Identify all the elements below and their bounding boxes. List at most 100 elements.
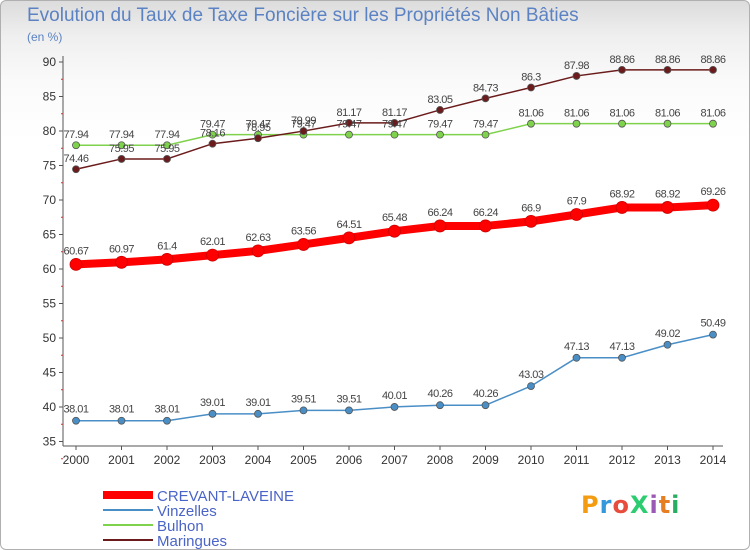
data-point <box>436 401 444 410</box>
data-point <box>72 141 80 150</box>
legend-label: CREVANT-LAVEINE <box>157 488 294 505</box>
data-point <box>342 231 356 245</box>
data-point <box>524 214 538 228</box>
data-label: 77.94 <box>63 129 88 141</box>
data-label: 40.26 <box>473 388 498 400</box>
data-point <box>254 134 262 143</box>
data-label: 64.51 <box>336 219 361 231</box>
x-tick-label: 2010 <box>518 453 545 467</box>
x-tick-label: 2005 <box>290 453 317 467</box>
x-tick-label: 2004 <box>245 453 272 467</box>
data-point <box>251 244 265 258</box>
y-tick-label: 75 <box>43 159 57 173</box>
x-tick-label: 2000 <box>63 453 90 467</box>
data-point <box>163 141 171 150</box>
data-point <box>436 106 444 114</box>
data-point <box>72 165 80 174</box>
data-point <box>570 208 583 221</box>
x-tick-label: 2008 <box>427 453 454 467</box>
proxiti-logo: ProXiti <box>581 491 681 519</box>
data-label: 60.97 <box>109 243 134 255</box>
data-label: 66.9 <box>521 202 541 214</box>
data-label: 79.47 <box>336 119 361 131</box>
data-point <box>618 353 626 362</box>
data-point <box>479 219 492 233</box>
data-label: 38.01 <box>63 404 88 416</box>
data-point <box>299 406 308 415</box>
data-point <box>117 141 126 150</box>
data-label: 88.86 <box>655 54 680 66</box>
x-tick-label: 2006 <box>336 453 363 467</box>
data-label: 79.47 <box>427 119 452 131</box>
data-label: 79.47 <box>382 119 407 131</box>
data-label: 81.06 <box>518 108 543 120</box>
data-point <box>709 65 717 74</box>
data-point <box>254 409 262 418</box>
y-tick-label: 55 <box>43 297 57 311</box>
data-label: 39.01 <box>245 397 270 409</box>
data-point <box>527 382 535 390</box>
data-point <box>618 65 626 74</box>
data-point <box>390 403 399 411</box>
data-point <box>618 119 626 128</box>
data-label: 68.92 <box>609 188 634 200</box>
data-label: 38.01 <box>154 404 179 416</box>
data-label: 81.06 <box>655 108 680 120</box>
data-label: 74.46 <box>63 153 88 165</box>
data-point <box>481 130 490 139</box>
x-tick-label: 2007 <box>381 453 408 467</box>
data-point <box>345 406 353 415</box>
data-label: 49.02 <box>655 328 680 340</box>
y-tick-label: 40 <box>43 400 57 414</box>
data-label: 77.94 <box>109 129 134 141</box>
data-label: 63.56 <box>291 225 316 237</box>
data-label: 79.99 <box>291 115 316 127</box>
data-label: 75.95 <box>109 143 134 155</box>
x-tick-label: 2011 <box>564 453 590 467</box>
data-label: 50.49 <box>700 318 725 330</box>
data-label: 67.9 <box>567 195 587 207</box>
legend-label: Vinzelles <box>157 503 217 520</box>
data-point <box>163 416 171 425</box>
x-tick-label: 2001 <box>108 453 135 467</box>
data-point <box>163 155 171 163</box>
data-label: 66.24 <box>427 207 452 219</box>
data-label: 39.51 <box>336 393 361 405</box>
data-point <box>297 238 310 251</box>
data-label: 84.73 <box>473 82 498 94</box>
data-label: 60.67 <box>63 245 88 257</box>
data-label: 77.94 <box>154 129 179 141</box>
data-label: 81.06 <box>609 108 634 120</box>
data-point <box>345 130 353 139</box>
y-unit-label: (en %) <box>27 30 63 44</box>
data-label: 83.05 <box>427 94 452 106</box>
y-tick-label: 70 <box>43 193 57 207</box>
y-tick-label: 35 <box>43 435 57 449</box>
data-point <box>160 252 174 266</box>
data-label: 79.47 <box>200 119 225 131</box>
y-tick-label: 50 <box>43 331 57 345</box>
data-point <box>390 130 399 139</box>
y-tick-label: 65 <box>43 228 57 242</box>
data-label: 86.3 <box>521 72 541 84</box>
data-label: 81.06 <box>700 108 725 120</box>
data-point <box>69 257 83 271</box>
data-label: 61.4 <box>157 240 177 252</box>
data-point <box>663 340 672 349</box>
data-label: 88.86 <box>609 54 634 66</box>
data-point <box>117 416 126 425</box>
x-tick-label: 2002 <box>154 453 181 467</box>
x-tick-label: 2003 <box>199 453 226 467</box>
data-label: 43.03 <box>518 369 543 381</box>
x-tick-label: 2012 <box>609 453 636 467</box>
data-point <box>433 219 447 233</box>
data-label: 78.95 <box>245 122 270 134</box>
y-tick-label: 45 <box>43 366 57 380</box>
data-point <box>663 119 672 128</box>
data-label: 69.26 <box>700 186 725 198</box>
data-label: 40.01 <box>382 390 407 402</box>
data-point <box>481 401 490 410</box>
data-label: 47.13 <box>564 341 589 353</box>
